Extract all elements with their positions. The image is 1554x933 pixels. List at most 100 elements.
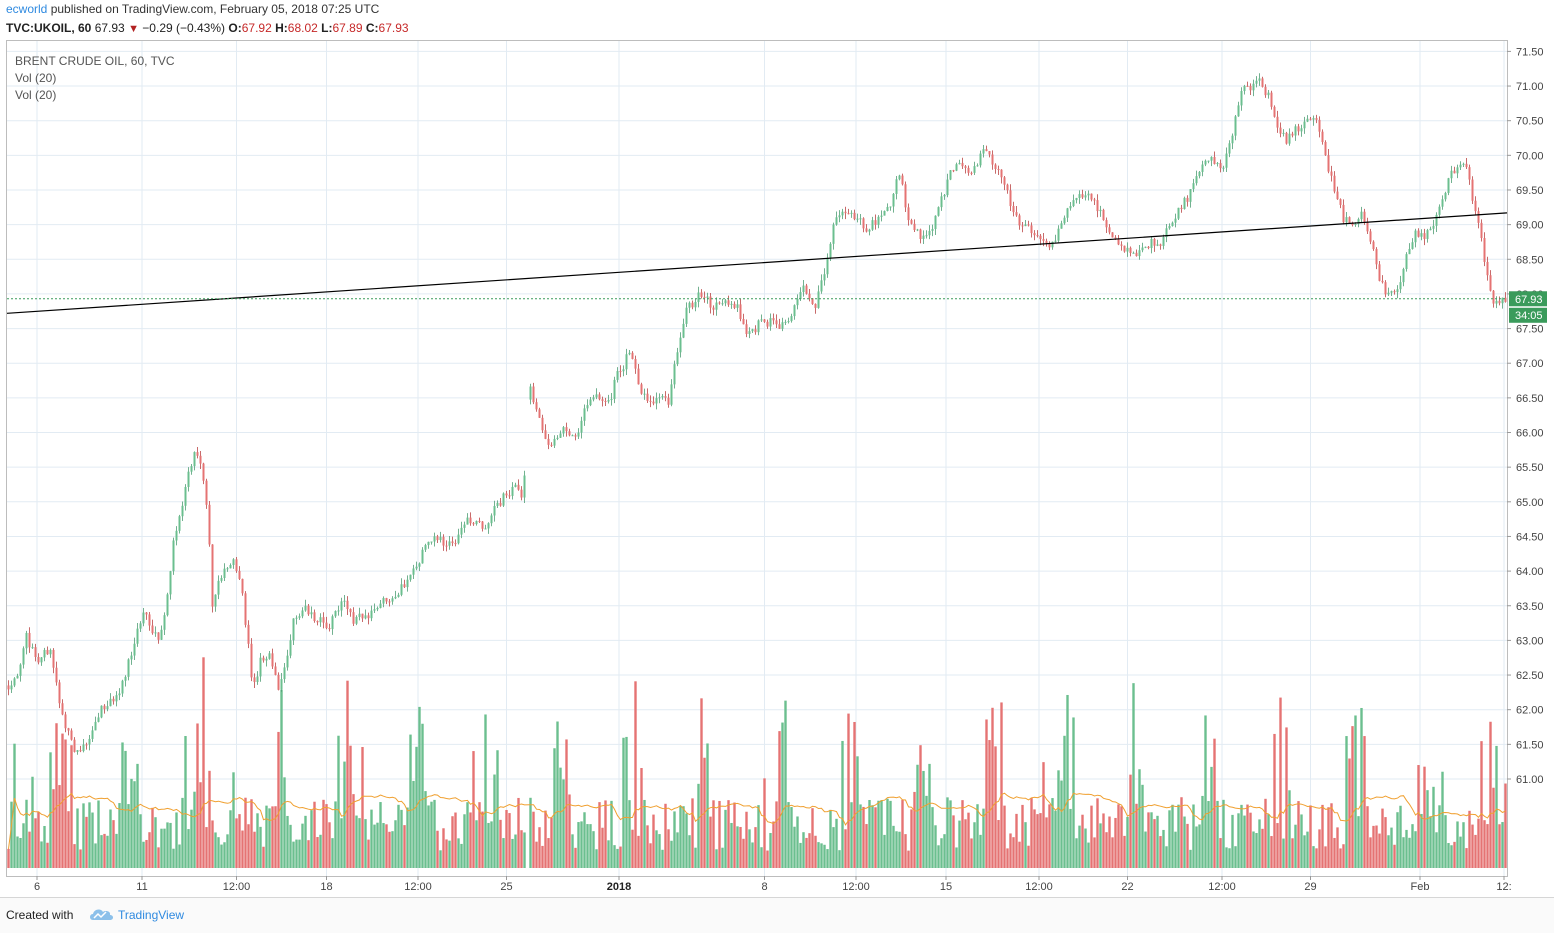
candle-body — [430, 541, 433, 543]
trendline — [6, 212, 1508, 314]
candle-body — [1177, 207, 1180, 219]
volume-bar — [673, 811, 676, 868]
candle-body — [133, 643, 136, 656]
published-text: published on TradingView.com, February 0… — [50, 2, 380, 16]
volume-bar — [1138, 769, 1141, 868]
volume-bar — [1312, 846, 1315, 868]
candle-body — [1390, 291, 1393, 293]
volume-bar — [1087, 842, 1090, 868]
candle-body — [400, 584, 403, 595]
candle-body — [688, 302, 691, 308]
candle-body — [1084, 195, 1087, 198]
candle-body — [865, 228, 868, 232]
candle-body — [853, 212, 856, 220]
candle-body — [1246, 85, 1249, 87]
volume-bar — [460, 843, 463, 868]
candle-body — [142, 612, 145, 624]
candle-body — [1213, 156, 1216, 165]
volume-bar — [1009, 833, 1012, 868]
candle-body — [601, 399, 604, 401]
candles — [7, 73, 1507, 755]
x-tick-label: 6 — [34, 881, 40, 893]
candle-body — [532, 386, 535, 403]
volume-bar — [976, 804, 979, 868]
candle-body — [382, 597, 385, 604]
volume-bar — [571, 834, 574, 868]
volume-bar — [121, 742, 124, 868]
price-chart[interactable]: 71.5071.0070.5070.0069.5069.0068.5068.00… — [0, 0, 1554, 897]
candle-body — [949, 170, 952, 180]
volume-bar — [1390, 827, 1393, 868]
candle-body — [793, 305, 796, 317]
candle-body — [748, 331, 751, 334]
volume-bar — [1033, 809, 1036, 868]
candle-body — [322, 617, 325, 623]
volume-bar — [70, 745, 73, 868]
candle-body — [1237, 105, 1240, 117]
candle-body — [235, 559, 238, 571]
symbol-label[interactable]: TVC:UKOIL, 60 — [6, 21, 92, 35]
volume-bar — [748, 829, 751, 868]
chart-pane[interactable] — [6, 40, 1508, 877]
candle-body — [283, 667, 286, 680]
volume-bar — [1153, 819, 1156, 868]
candle-body — [808, 293, 811, 299]
volume-bar — [598, 802, 601, 868]
candle-body — [1348, 217, 1351, 223]
candle-body — [1504, 297, 1507, 302]
volume-bar — [478, 802, 481, 868]
candle-body — [490, 515, 493, 524]
candle-body — [706, 296, 709, 298]
volume-bar — [619, 846, 622, 868]
tradingview-cloud-icon[interactable] — [88, 906, 114, 922]
y-tick-label: 66.50 — [1516, 393, 1544, 405]
volume-bar — [319, 834, 322, 868]
candle-body — [115, 695, 118, 702]
tradingview-link[interactable]: TradingView — [118, 908, 185, 922]
candle-body — [472, 523, 475, 525]
candle-body — [1012, 206, 1015, 213]
volume-bar — [232, 772, 235, 868]
candle-body — [1186, 197, 1189, 202]
volume-bar — [718, 800, 721, 868]
candle-body — [1123, 245, 1126, 252]
y-tick-label: 65.50 — [1516, 462, 1544, 474]
publisher-link[interactable]: ecworld — [6, 2, 48, 16]
candle-body — [898, 175, 901, 180]
volume-bar — [1024, 822, 1027, 868]
candle-body — [409, 574, 412, 580]
candle-body — [580, 420, 583, 433]
candle-body — [1102, 209, 1105, 221]
volume-bar — [1465, 848, 1468, 868]
volume-bar — [418, 706, 421, 868]
candle-body — [481, 521, 484, 529]
volume-bar — [1327, 807, 1330, 868]
candle-body — [1336, 191, 1339, 200]
candle-body — [1093, 199, 1096, 201]
candle-body — [289, 640, 292, 656]
candle-body — [721, 303, 724, 305]
volume-bar — [991, 707, 994, 868]
volume-bar — [445, 839, 448, 868]
candle-body — [583, 408, 586, 421]
candle-body — [85, 744, 88, 746]
candle-body — [709, 296, 712, 308]
volume-bar — [103, 833, 106, 868]
candle-body — [124, 676, 127, 681]
candle-body — [415, 566, 418, 569]
volume-bar — [1099, 823, 1102, 868]
volume-bar — [721, 847, 724, 868]
volume-bar — [1171, 804, 1174, 868]
volume-bar — [661, 849, 664, 868]
volume-bar — [397, 804, 400, 868]
volume-bar — [1003, 805, 1006, 868]
volume-bar — [1423, 766, 1426, 868]
volume-bar — [142, 841, 145, 868]
candle-body — [172, 540, 175, 572]
candle-body — [163, 615, 166, 630]
volume-bar — [787, 802, 790, 868]
volume-bar — [817, 842, 820, 868]
candle-body — [1366, 221, 1369, 232]
volume-bar — [73, 844, 76, 868]
candle-body — [883, 210, 886, 216]
